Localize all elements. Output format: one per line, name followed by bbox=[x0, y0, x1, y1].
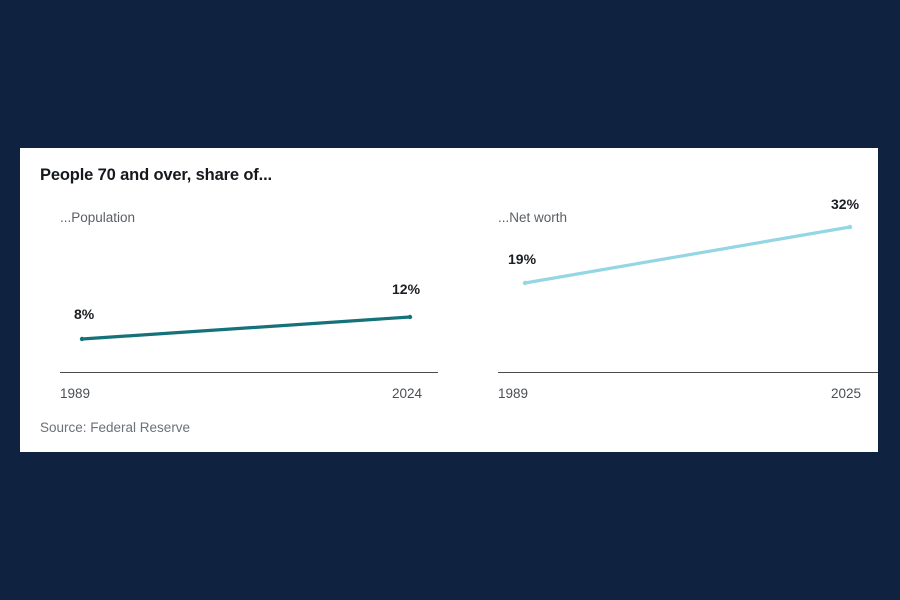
data-point-population-1989 bbox=[79, 336, 85, 342]
panel-subtitle-net-worth: ...Net worth bbox=[498, 210, 568, 225]
x-axis-net-worth bbox=[498, 372, 878, 373]
source-note: Source: Federal Reserve bbox=[40, 420, 191, 435]
data-point-net-worth-1989 bbox=[522, 280, 528, 286]
series-line-net-worth bbox=[523, 225, 852, 285]
line-series-net-worth bbox=[522, 224, 853, 286]
line-series-population bbox=[79, 314, 413, 342]
panel-subtitle-population: ...Population bbox=[60, 210, 136, 225]
data-point-population-2024 bbox=[407, 314, 413, 320]
data-label-population-start: 8% bbox=[74, 306, 95, 322]
chart-card: People 70 and over, share of... ...Popul… bbox=[20, 148, 878, 452]
chart-panel-population: ...Population 8% 12% 1989 2024 bbox=[40, 148, 440, 452]
x-tick-population-end: 2024 bbox=[392, 386, 423, 401]
x-axis-population bbox=[60, 372, 438, 373]
data-label-net-worth-start: 19% bbox=[508, 251, 537, 267]
data-point-net-worth-2025 bbox=[847, 224, 853, 230]
plot-area-net-worth: 19% 32% 1989 2025 bbox=[478, 148, 878, 408]
x-tick-net-worth-end: 2025 bbox=[831, 386, 862, 401]
data-label-net-worth-end: 32% bbox=[831, 196, 860, 212]
series-line-population bbox=[80, 315, 412, 341]
chart-panel-net-worth: ...Net worth 19% 32% 1989 2025 bbox=[478, 148, 878, 452]
plot-area-population: 8% 12% 1989 2024 bbox=[40, 148, 440, 408]
x-tick-net-worth-start: 1989 bbox=[498, 386, 529, 401]
page-title: People 70 and over, share of... bbox=[40, 166, 272, 184]
data-label-population-end: 12% bbox=[392, 281, 421, 297]
x-tick-population-start: 1989 bbox=[60, 386, 91, 401]
